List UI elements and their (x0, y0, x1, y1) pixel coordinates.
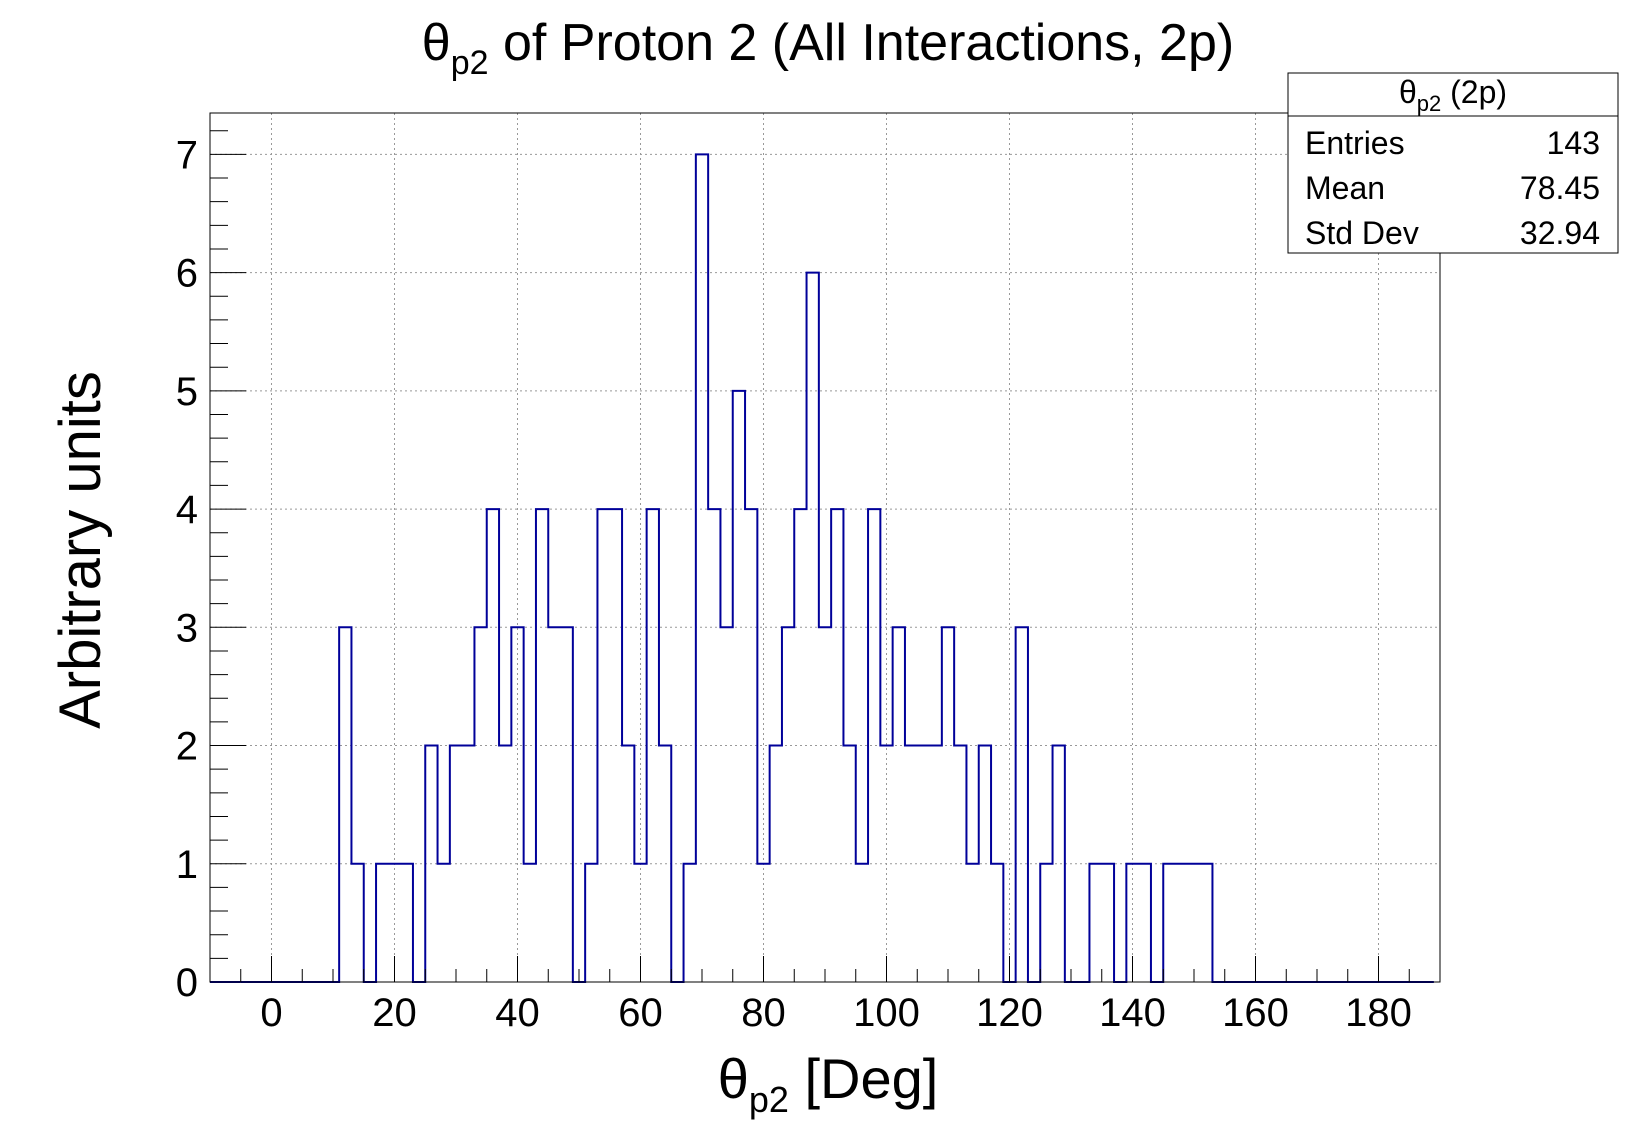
x-tick-label: 80 (741, 991, 786, 1035)
y-tick-label: 0 (176, 961, 198, 1005)
y-tick-label: 5 (176, 370, 198, 414)
histogram-series (210, 153, 1434, 983)
stats-mean-label: Mean (1305, 170, 1385, 206)
y-tick-label: 6 (176, 252, 198, 296)
y-tick-label: 7 (176, 133, 198, 177)
stats-box-title: θp2 (2p) (1399, 74, 1507, 116)
grid-lines (210, 113, 1440, 983)
stats-entries-label: Entries (1305, 125, 1405, 161)
stats-entries-value: 143 (1547, 125, 1600, 161)
x-tick-label: 180 (1345, 991, 1412, 1035)
x-tick-label: 140 (1099, 991, 1166, 1035)
y-tick-label: 2 (176, 725, 198, 769)
x-tick-label: 120 (976, 991, 1043, 1035)
x-tick-label: 100 (853, 991, 920, 1035)
y-axis-title: Arbitrary units (48, 371, 113, 729)
x-tick-label: 40 (495, 991, 540, 1035)
histogram-outline (240, 153, 1434, 983)
x-tick-labels: 0 20 40 60 80 100 120 140 160 180 (260, 991, 1412, 1035)
x-tick-label: 60 (618, 991, 663, 1035)
stats-box-frame (1287, 72, 1619, 254)
y-tick-label: 4 (176, 488, 198, 532)
chart-title: θp2 of Proton 2 (All Interactions, 2p) (422, 14, 1234, 82)
x-tick-label: 160 (1222, 991, 1289, 1035)
x-tick-label: 20 (372, 991, 417, 1035)
stats-mean-value: 78.45 (1520, 170, 1600, 206)
stats-stddev-value: 32.94 (1520, 215, 1600, 251)
stats-stddev-label: Std Dev (1305, 215, 1419, 251)
y-tick-labels: 0 1 2 3 4 5 6 7 (176, 133, 198, 1005)
x-axis-title: θp2 [Deg] (718, 1047, 939, 1120)
y-tick-label: 3 (176, 606, 198, 650)
stats-box: θp2 (2p) Entries 143 Mean 78.45 Std Dev … (1287, 72, 1619, 254)
axis-ticks (209, 130, 1441, 983)
y-tick-label: 1 (176, 843, 198, 887)
x-tick-label: 0 (260, 991, 282, 1035)
